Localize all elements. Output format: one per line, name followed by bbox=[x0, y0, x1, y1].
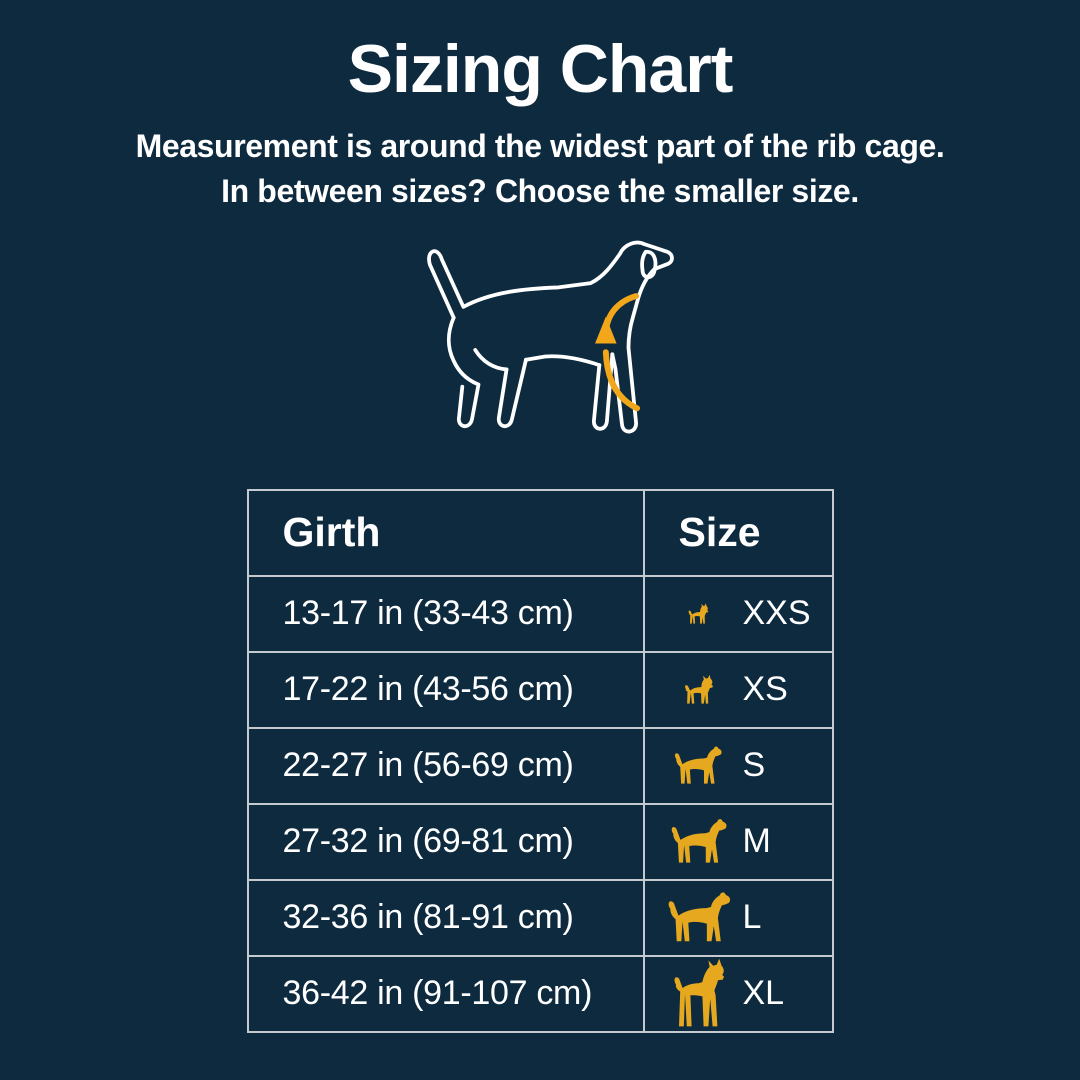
girth-arrow-icon bbox=[595, 292, 641, 412]
table-row: 13-17 in (33-43 cm) XXS bbox=[246, 574, 834, 653]
page-title: Sizing Chart bbox=[347, 31, 734, 107]
table-row: 32-36 in (81-91 cm) L bbox=[246, 878, 834, 957]
size-label: S bbox=[742, 746, 766, 785]
girth-cell: 17-22 in (43-56 cm) bbox=[246, 650, 645, 729]
size-label: XXS bbox=[742, 594, 811, 633]
dog-l-icon bbox=[659, 889, 735, 947]
subtitle-line-2: In between sizes? Choose the smaller siz… bbox=[221, 173, 859, 210]
table-header-row: Girth Size bbox=[246, 488, 834, 577]
dog-s-icon bbox=[659, 744, 735, 788]
size-cell: M bbox=[642, 802, 834, 881]
size-label: M bbox=[742, 822, 771, 861]
size-cell: L bbox=[642, 878, 834, 957]
girth-cell: 13-17 in (33-43 cm) bbox=[246, 574, 645, 653]
size-cell: XL bbox=[642, 954, 834, 1033]
dog-xs-icon bbox=[659, 673, 735, 707]
dog-xxs-icon bbox=[659, 602, 735, 626]
table-row: 22-27 in (56-69 cm) S bbox=[246, 726, 834, 805]
size-label: XS bbox=[742, 670, 788, 709]
subtitle: Measurement is around the widest part of… bbox=[0, 124, 1080, 215]
size-cell: S bbox=[642, 726, 834, 805]
girth-cell: 36-42 in (91-107 cm) bbox=[246, 954, 645, 1033]
table-row: 27-32 in (69-81 cm) M bbox=[246, 802, 834, 881]
girth-column-header: Girth bbox=[246, 488, 645, 577]
dog-girth-diagram bbox=[0, 227, 1080, 459]
girth-cell: 27-32 in (69-81 cm) bbox=[246, 802, 645, 881]
subtitle-line-1: Measurement is around the widest part of… bbox=[135, 128, 945, 164]
dog-xl-icon bbox=[659, 958, 735, 1030]
size-cell: XS bbox=[642, 650, 834, 729]
size-label: XL bbox=[742, 974, 785, 1013]
size-column-header: Size bbox=[642, 488, 834, 577]
dog-m-icon bbox=[659, 816, 735, 868]
size-label: L bbox=[742, 898, 762, 937]
size-cell: XXS bbox=[642, 574, 834, 653]
sizing-table: Girth Size 13-17 in (33-43 cm) XXS 17-22… bbox=[246, 488, 834, 1033]
table-row: 17-22 in (43-56 cm) XS bbox=[246, 650, 834, 729]
dog-outline-icon bbox=[427, 240, 674, 434]
girth-cell: 32-36 in (81-91 cm) bbox=[246, 878, 645, 957]
girth-cell: 22-27 in (56-69 cm) bbox=[246, 726, 645, 805]
table-row: 36-42 in (91-107 cm) XL bbox=[246, 954, 834, 1033]
